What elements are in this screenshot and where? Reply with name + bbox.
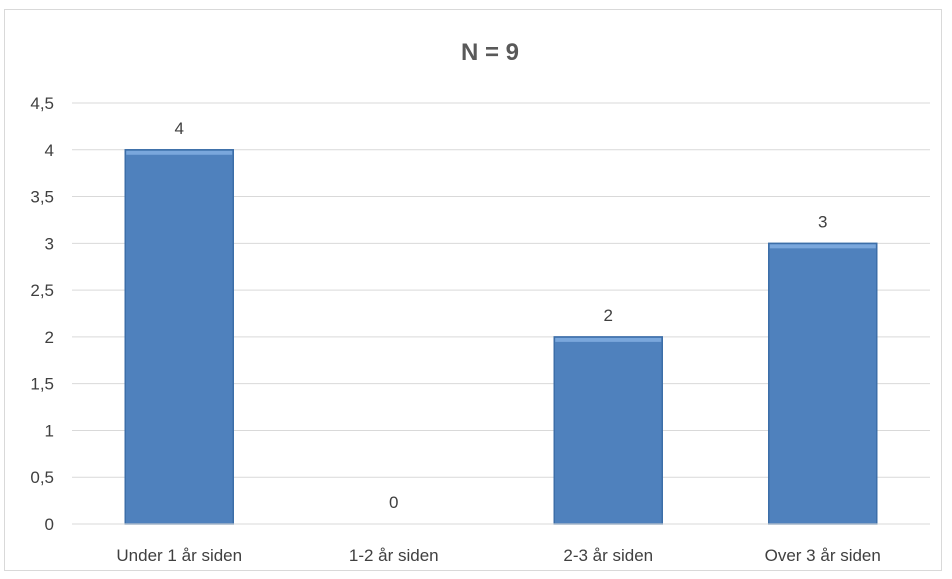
x-category-label: 2-3 år siden [563,546,653,565]
bar [768,242,878,525]
bar-highlight [126,150,233,155]
bars [124,149,878,525]
y-tick-label: 2,5 [30,281,54,300]
data-labels: 4 0 2 3 [175,119,828,512]
y-tick-label: 0,5 [30,468,54,487]
y-tick-label: 4,5 [30,94,54,113]
y-tick-label: 4 [45,141,54,160]
bar-highlight [555,337,662,342]
data-label: 0 [389,493,398,512]
y-tick-label: 3,5 [30,188,54,207]
x-category-label: Over 3 år siden [765,546,881,565]
x-category-label: Under 1 år siden [116,546,242,565]
y-tick-label: 3 [45,234,54,253]
bar [553,336,663,525]
bar [124,149,234,525]
y-tick-label: 0 [45,515,54,534]
y-tick-label: 1,5 [30,375,54,394]
data-label: 2 [604,306,613,325]
x-category-label: 1-2 år siden [349,546,439,565]
chart-title: N = 9 [461,39,519,66]
bar-highlight [769,244,876,249]
data-label: 4 [175,119,184,138]
y-tick-label: 2 [45,328,54,347]
y-axis-ticks: 0 0,5 1 1,5 2 2,5 3 3,5 4 4,5 [30,94,54,534]
data-label: 3 [818,212,827,231]
y-tick-label: 1 [45,421,54,440]
x-axis-categories: Under 1 år siden 1-2 år siden 2-3 år siden… [116,546,880,565]
